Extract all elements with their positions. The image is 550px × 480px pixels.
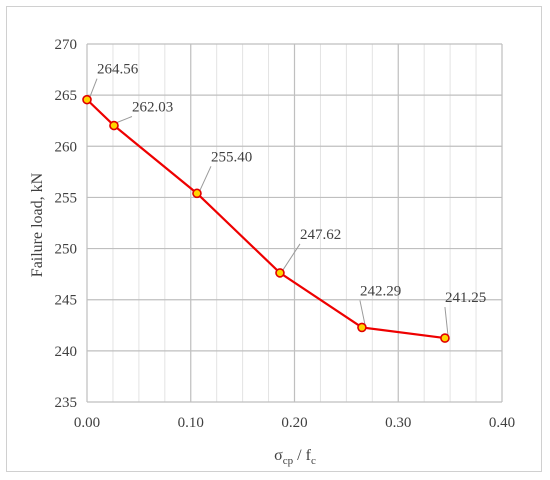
x-tick-label: 0.10 [178,415,204,431]
data-label: 262.03 [132,100,173,116]
gridlines [86,43,503,403]
y-tick-label: 250 [55,242,78,258]
x-axis-title-sub-cp: cp [283,455,294,467]
series-group: 264.56 262.03 255.40 247.62 242.29 241.25 [82,62,486,343]
y-tick-label: 270 [55,37,78,53]
data-point [275,268,285,278]
data-point [109,120,119,131]
x-axis-ticks: 0.00 0.10 0.20 0.30 0.40 [74,415,515,431]
data-point [440,333,450,343]
x-axis-title-sep: / f [293,447,311,464]
x-tick-label: 0.40 [489,415,515,431]
data-label: 242.29 [360,283,401,299]
y-tick-label: 265 [55,88,78,104]
data-label-leader [199,166,212,191]
data-label: 241.25 [445,290,486,306]
y-axis-ticks: 235 240 245 250 255 260 265 270 [55,37,78,411]
x-axis-title-sigma: σ [274,447,283,464]
y-tick-label: 260 [55,139,78,155]
data-point [357,322,367,333]
x-axis-title: σcp / fc [274,447,316,467]
y-tick-label: 235 [55,395,78,411]
y-tick-label: 255 [55,190,78,206]
y-tick-label: 245 [55,293,78,309]
series-line [86,98,446,340]
data-label-leader [444,307,449,336]
data-label: 264.56 [97,62,139,78]
data-label-leader [359,300,366,325]
x-tick-label: 0.20 [281,415,307,431]
y-axis-title: Failure load, kN [29,172,46,277]
data-point [82,94,92,105]
data-label-leader [282,243,301,271]
data-label: 255.40 [211,149,252,165]
data-label-leader [89,78,98,97]
x-tick-label: 0.00 [74,415,100,431]
y-tick-label: 240 [55,344,78,360]
data-label: 247.62 [300,227,341,243]
x-tick-label: 0.30 [385,415,411,431]
data-point [192,188,202,199]
x-axis-title-sub-c: c [311,455,316,467]
data-label-leader [116,116,133,123]
